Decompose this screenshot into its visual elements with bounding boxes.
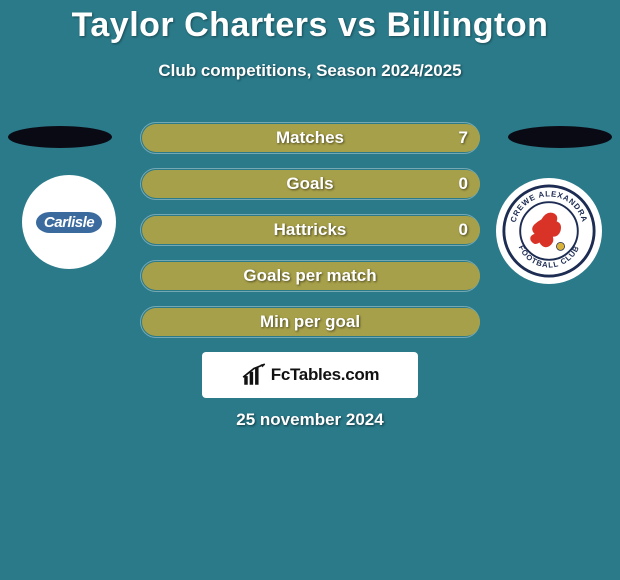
stat-label: Hattricks xyxy=(274,220,347,240)
stat-label: Goals xyxy=(286,174,333,194)
bar-chart-icon xyxy=(241,362,267,388)
stat-row: Matches 7 xyxy=(140,122,480,154)
crewe-badge-icon: CREWE ALEXANDRA FOOTBALL CLUB xyxy=(501,183,597,279)
stat-row: Goals 0 xyxy=(140,168,480,200)
stat-value: 7 xyxy=(459,128,468,148)
subtitle: Club competitions, Season 2024/2025 xyxy=(0,61,620,81)
stat-value: 0 xyxy=(459,174,468,194)
left-club-badge: Carlisle xyxy=(22,175,116,269)
right-player-shadow xyxy=(508,126,612,148)
left-player-shadow xyxy=(8,126,112,148)
stat-label: Matches xyxy=(276,128,344,148)
stat-label: Min per goal xyxy=(260,312,360,332)
stats-panel: Matches 7 Goals 0 Hattricks 0 Goals per match M… xyxy=(140,122,480,352)
brand-text: FcTables.com xyxy=(271,365,380,385)
stat-row: Hattricks 0 xyxy=(140,214,480,246)
stat-value: 0 xyxy=(459,220,468,240)
date-label: 25 november 2024 xyxy=(0,410,620,430)
page-title: Taylor Charters vs Billington xyxy=(0,0,620,45)
left-club-label: Carlisle xyxy=(36,212,102,233)
brand-logo: FcTables.com xyxy=(202,352,418,398)
right-club-badge: CREWE ALEXANDRA FOOTBALL CLUB xyxy=(496,178,602,284)
stat-label: Goals per match xyxy=(243,266,376,286)
stat-row: Min per goal xyxy=(140,306,480,338)
comparison-card: Taylor Charters vs Billington Club compe… xyxy=(0,0,620,580)
stat-row: Goals per match xyxy=(140,260,480,292)
